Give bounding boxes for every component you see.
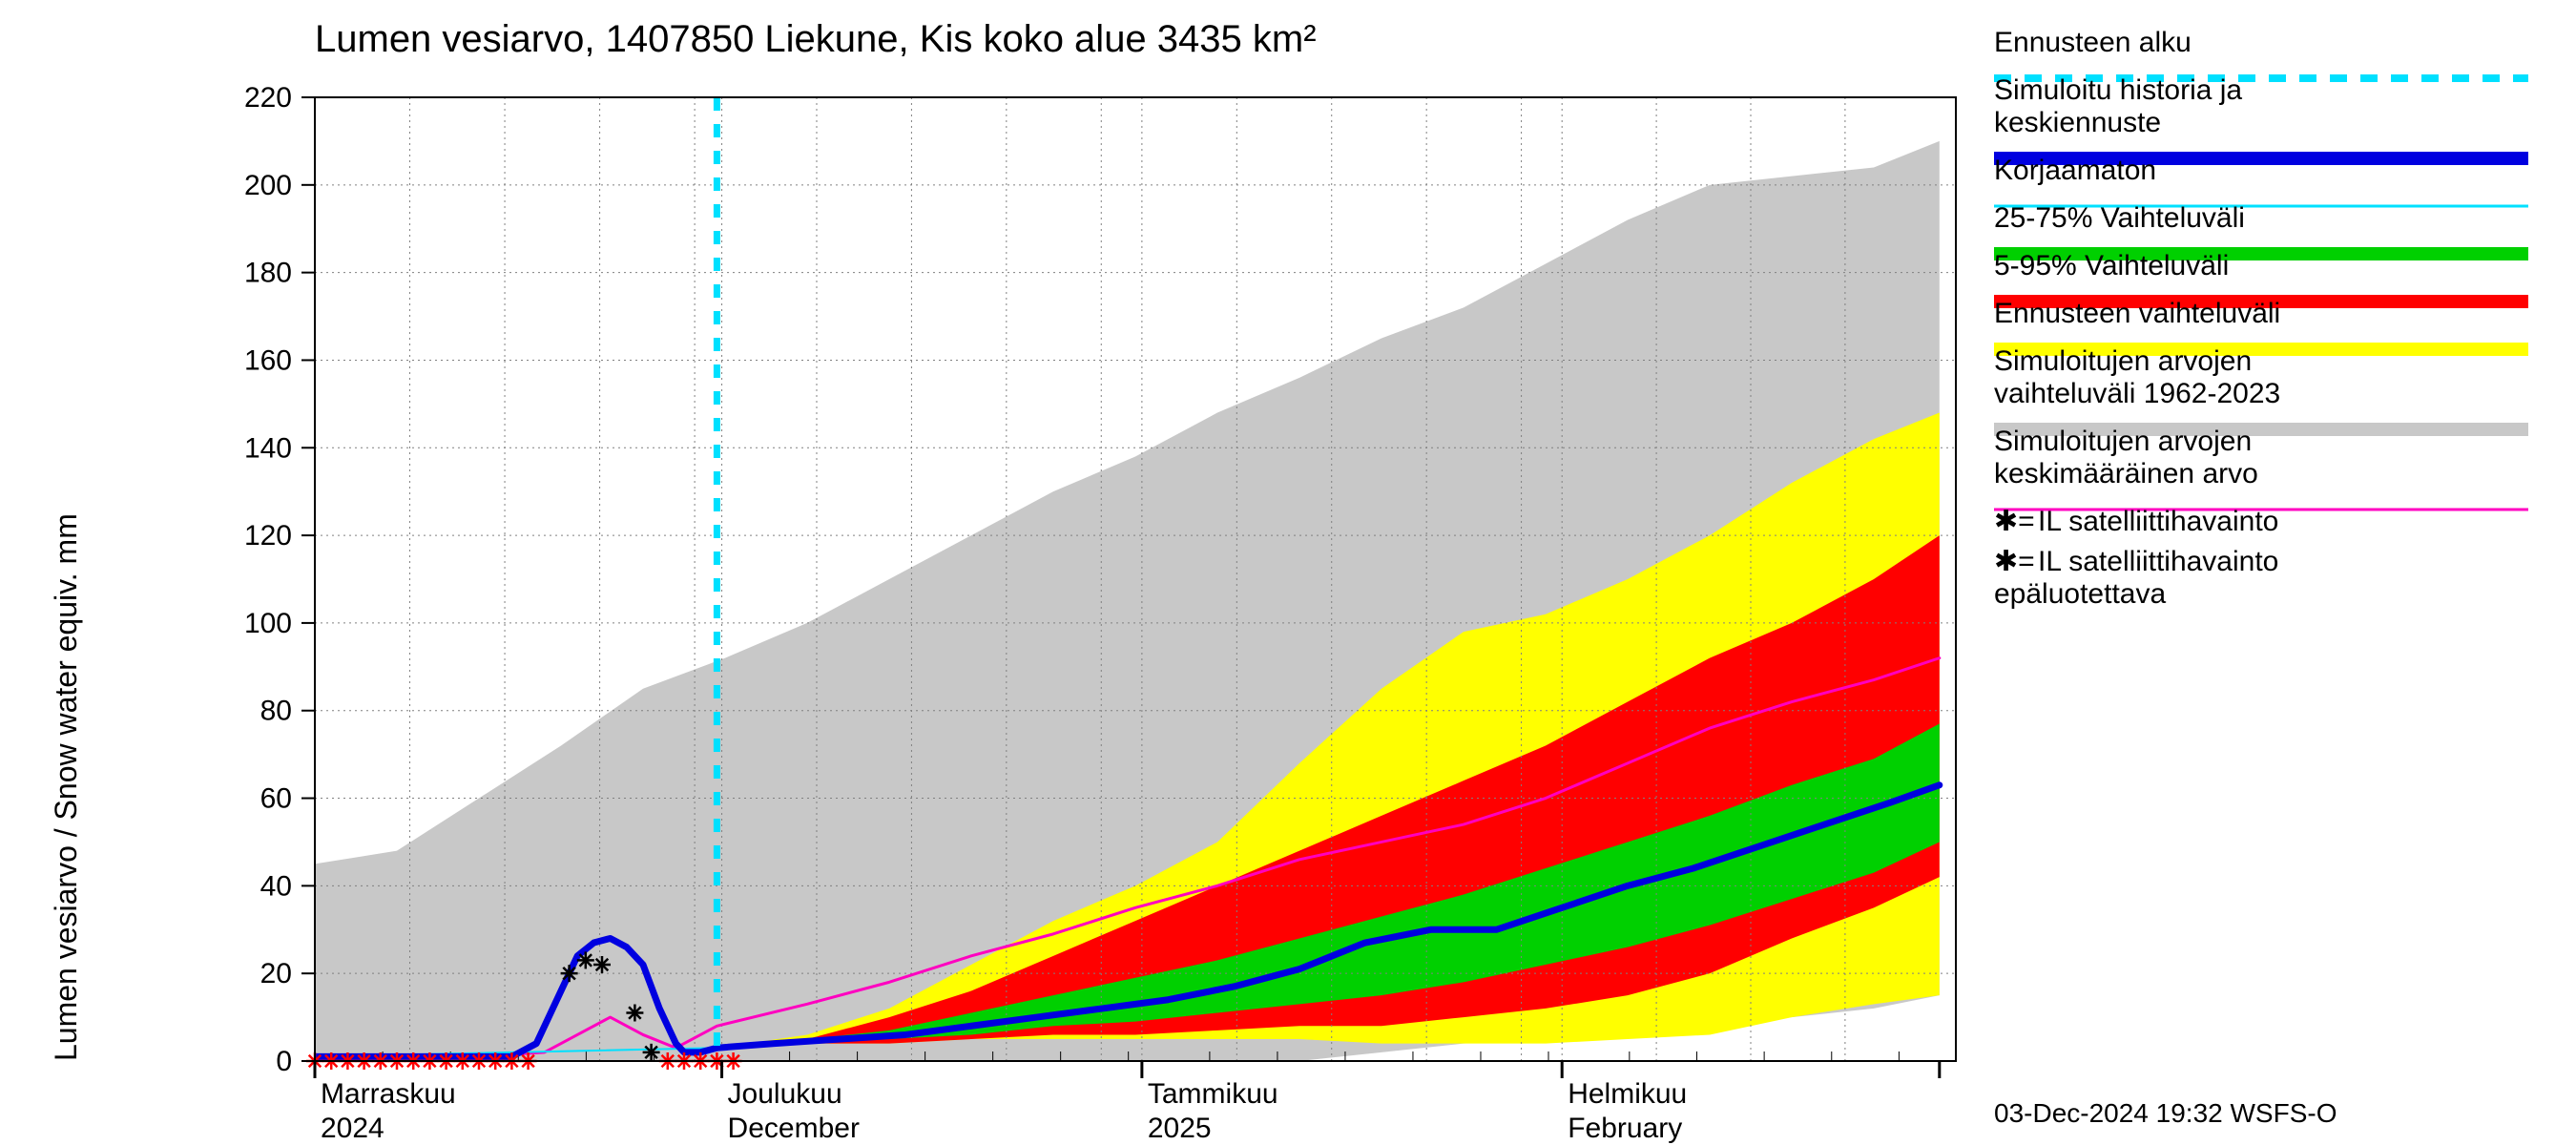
ytick-label: 120	[244, 520, 292, 552]
ytick-label: 40	[260, 870, 292, 902]
ytick-label: 200	[244, 170, 292, 201]
x-month-label: Tammikuu	[1148, 1078, 1278, 1110]
legend-label: Simuloitujen arvojen	[1994, 426, 2252, 457]
ytick-label: 220	[244, 82, 292, 114]
x-month-sublabel: 2024	[321, 1113, 384, 1144]
legend-label: 5-95% Vaihteluväli	[1994, 250, 2229, 281]
chart-footer: 03-Dec-2024 19:32 WSFS-O	[1994, 1098, 2337, 1128]
x-month-sublabel: 2025	[1148, 1113, 1212, 1144]
marker-star	[561, 965, 578, 982]
legend-label: Ennusteen alku	[1994, 27, 2192, 58]
legend-marker: ✱=	[1994, 506, 2035, 537]
x-month-label: Helmikuu	[1568, 1078, 1687, 1110]
legend-label: vaihteluväli 1962-2023	[1994, 378, 2280, 409]
legend-label: Korjaamaton	[1994, 155, 2156, 186]
chart-title: Lumen vesiarvo, 1407850 Liekune, Kis kok…	[315, 18, 1317, 60]
ytick-label: 60	[260, 783, 292, 815]
marker-star	[626, 1005, 643, 1022]
ytick-label: 140	[244, 432, 292, 464]
y-axis-label: Lumen vesiarvo / Snow water equiv. mm	[49, 513, 83, 1061]
marker-star	[593, 956, 611, 973]
legend-label: IL satelliittihavainto	[2038, 506, 2278, 537]
legend-label: IL satelliittihavainto	[2038, 546, 2278, 577]
legend-marker: ✱=	[1994, 546, 2035, 577]
legend-label: keskiennuste	[1994, 107, 2161, 138]
ytick-label: 80	[260, 696, 292, 727]
snow-water-chart: 020406080100120140160180200220Marraskuu2…	[0, 0, 2576, 1145]
legend-label: Simuloitu historia ja	[1994, 74, 2242, 106]
ytick-label: 20	[260, 958, 292, 989]
legend-label: Simuloitujen arvojen	[1994, 345, 2252, 377]
legend-label: 25-75% Vaihteluväli	[1994, 202, 2245, 234]
ytick-label: 100	[244, 608, 292, 639]
x-month-label: Joulukuu	[728, 1078, 842, 1110]
ytick-label: 180	[244, 258, 292, 289]
x-month-sublabel: February	[1568, 1113, 1682, 1144]
ytick-label: 0	[276, 1046, 292, 1077]
legend-label: epäluotettava	[1994, 578, 2166, 610]
x-month-label: Marraskuu	[321, 1078, 456, 1110]
x-month-sublabel: December	[728, 1113, 860, 1144]
legend-label: keskimääräinen arvo	[1994, 458, 2258, 489]
marker-star	[577, 951, 594, 968]
ytick-label: 160	[244, 344, 292, 376]
legend-label: Ennusteen vaihteluväli	[1994, 298, 2280, 329]
